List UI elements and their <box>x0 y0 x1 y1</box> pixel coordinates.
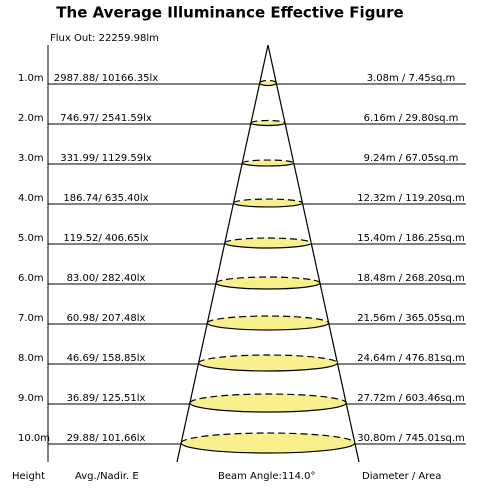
illuminance-label: 60.98/ 207.48lx <box>67 313 146 324</box>
spot-front <box>232 202 304 208</box>
illuminance-label: 119.52/ 406.65lx <box>63 233 148 244</box>
spot-front <box>215 282 321 290</box>
light-spot <box>233 199 303 207</box>
spot-front <box>250 122 286 127</box>
illuminance-label: 186.74/ 635.40lx <box>63 193 148 204</box>
diameter-label: 6.16m / 29.80sq.m <box>364 113 459 124</box>
light-spot <box>189 394 347 412</box>
diameter-label: 21.56m / 365.05sq.m <box>357 313 465 324</box>
footer-illuminance: Avg./Nadir. E <box>75 471 139 482</box>
height-label: 8.0m <box>18 353 44 364</box>
illuminance-label: 2987.88/ 10166.35lx <box>54 73 158 84</box>
footer-diameter: Diameter / Area <box>362 471 441 482</box>
height-label: 2.0m <box>18 113 44 124</box>
illuminance-label: 46.69/ 158.85lx <box>67 353 146 364</box>
height-label: 1.0m <box>18 73 44 84</box>
spot-back <box>224 237 312 244</box>
diameter-label: 24.64m / 476.81sq.m <box>357 353 465 364</box>
spot-back <box>241 159 295 164</box>
light-spot <box>207 316 329 330</box>
light-spot <box>198 355 338 371</box>
diameter-label: 30.80m / 745.01sq.m <box>357 433 465 444</box>
spot-front <box>241 162 295 167</box>
spot-front <box>224 242 312 249</box>
light-spot <box>181 433 355 453</box>
flux-label: Flux Out: 22259.98lm <box>50 33 159 44</box>
diameter-label: 9.24m / 67.05sq.m <box>364 153 459 164</box>
diameter-label: 15.40m / 186.25sq.m <box>357 233 465 244</box>
rows: 1.0m 2987.88/ 10166.35lx 3.08m / 7.45sq.m 2… <box>18 73 466 454</box>
diameter-label: 3.08m / 7.45sq.m <box>367 73 455 84</box>
diameter-label: 12.32m / 119.20sq.m <box>357 193 465 204</box>
height-label: 5.0m <box>18 233 44 244</box>
light-spot <box>216 277 320 289</box>
height-label: 10.0m <box>18 433 50 444</box>
cone <box>176 44 360 463</box>
footer-beam: Beam Angle:114.0° <box>218 471 316 482</box>
illuminance-label: 29.88/ 101.66lx <box>67 433 146 444</box>
spot-back <box>250 119 286 124</box>
light-spot <box>224 238 312 248</box>
spot-back <box>206 315 330 324</box>
illuminance-label: 83.00/ 282.40lx <box>67 273 146 284</box>
light-spot <box>242 160 294 166</box>
spot-back <box>215 276 321 284</box>
diameter-label: 27.72m / 603.46sq.m <box>357 393 465 404</box>
light-spot <box>250 120 286 126</box>
height-label: 9.0m <box>18 393 44 404</box>
height-label: 3.0m <box>18 153 44 164</box>
height-label: 4.0m <box>18 193 44 204</box>
spot-back <box>180 432 356 444</box>
spot-back <box>189 393 347 404</box>
height-label: 7.0m <box>18 313 44 324</box>
illuminance-label: 746.97/ 2541.59lx <box>60 113 152 124</box>
diameter-label: 18.48m / 268.20sq.m <box>357 273 465 284</box>
spot-back <box>259 79 277 84</box>
spot-back <box>198 354 338 364</box>
spot-front <box>259 82 277 87</box>
illuminance-label: 331.99/ 1129.59lx <box>60 153 152 164</box>
title: The Average Illuminance Effective Figure <box>56 4 403 22</box>
spot-front <box>198 362 338 372</box>
spot-front <box>206 322 330 331</box>
spot-back <box>232 198 304 204</box>
light-spot <box>259 80 277 86</box>
spot-front <box>189 402 347 413</box>
footer-height: Height <box>12 471 45 482</box>
illuminance-label: 36.89/ 125.51lx <box>67 393 146 404</box>
height-label: 6.0m <box>18 273 44 284</box>
spot-front <box>180 442 356 454</box>
